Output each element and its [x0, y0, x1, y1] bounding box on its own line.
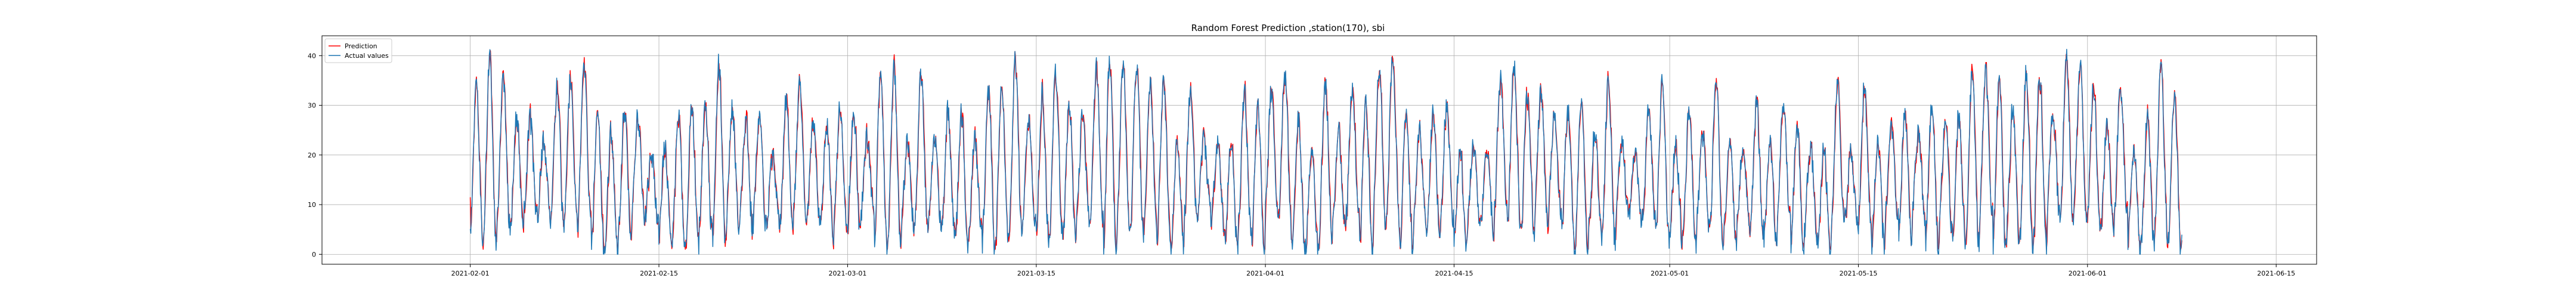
y-tick-label: 40: [308, 52, 316, 60]
x-tick-label: 2021-04-15: [1435, 270, 1473, 277]
y-tick-label: 0: [312, 251, 316, 258]
series-layer: [469, 48, 2182, 255]
x-tick-label: 2021-04-01: [1246, 270, 1284, 277]
x-tick-label: 2021-03-15: [1017, 270, 1055, 277]
x-tick-label: 2021-02-15: [640, 270, 678, 277]
series-line-actual-values: [469, 48, 2182, 255]
x-tick-label: 2021-05-01: [1651, 270, 1689, 277]
legend-label: Actual values: [345, 52, 389, 60]
x-tick-label: 2021-02-01: [451, 270, 490, 277]
x-tick-label: 2021-05-15: [1840, 270, 1878, 277]
y-tick-label: 30: [308, 102, 316, 110]
legend-label: Prediction: [345, 42, 377, 50]
axis-ticks: 2021-02-01 2021-02-15 2021-03-01 2021-03-15…: [308, 52, 2295, 277]
y-tick-label: 10: [308, 201, 316, 209]
y-tick-label: 20: [308, 152, 316, 159]
legend: Prediction Actual values: [324, 38, 392, 63]
x-tick-label: 2021-06-15: [2257, 270, 2295, 277]
plot-frame: [321, 35, 2317, 265]
chart-title: Random Forest Prediction ,station(170), …: [1191, 23, 1385, 33]
x-tick-label: 2021-03-01: [828, 270, 866, 277]
legend-box: [324, 38, 392, 63]
x-tick-label: 2021-06-01: [2069, 270, 2107, 277]
